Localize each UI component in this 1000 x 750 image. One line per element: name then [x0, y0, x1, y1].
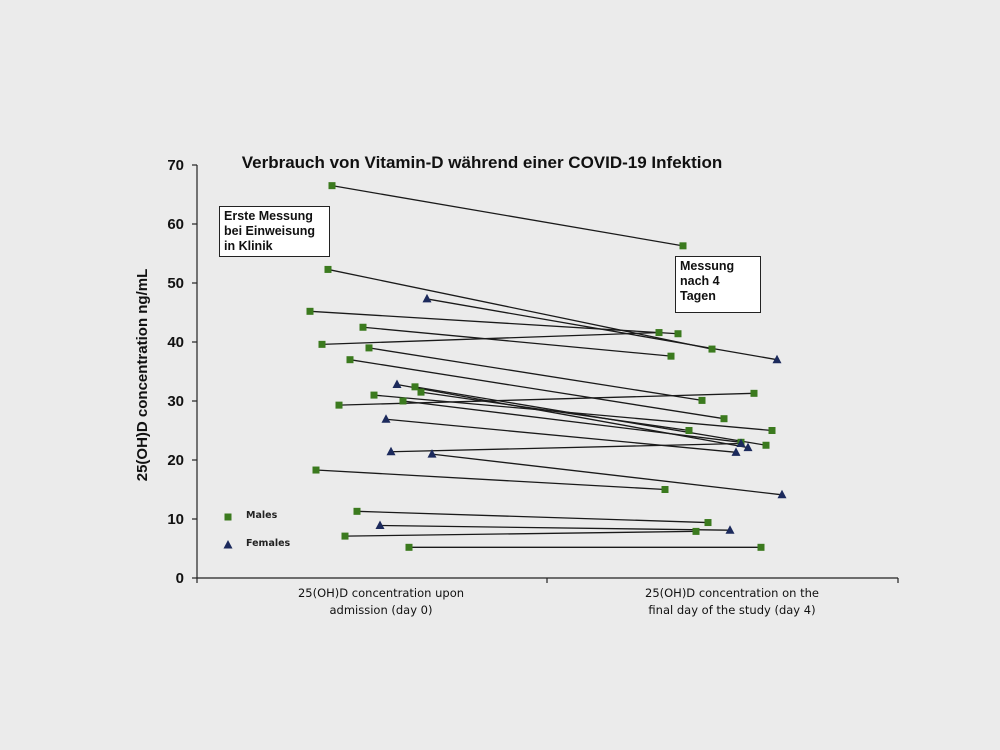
- series-line: [431, 453, 783, 496]
- male-point-day4: [698, 396, 706, 404]
- x-category-labels: 25(OH)D concentration upon admission (day…: [298, 586, 819, 617]
- male-point-day4: [655, 329, 663, 337]
- y-tick-label: 0: [176, 570, 184, 587]
- male-point-day4: [674, 330, 682, 338]
- male-point-day0: [312, 466, 320, 474]
- series-line: [362, 326, 672, 357]
- male-point-day4: [768, 427, 776, 434]
- series-line: [396, 383, 749, 449]
- male-point-day0: [328, 182, 336, 190]
- legend-male-marker: [224, 513, 232, 521]
- male-point-day0: [324, 265, 332, 273]
- legend-female-marker: [223, 540, 233, 549]
- legend-label: Females: [246, 538, 291, 549]
- male-point-day4: [704, 519, 712, 527]
- female-point-day0: [375, 520, 385, 529]
- annotation-line: bei Einweisung: [224, 224, 315, 238]
- male-point-day4: [679, 242, 687, 250]
- data-markers: [306, 182, 787, 551]
- male-point-day0: [335, 401, 343, 409]
- male-point-day0: [341, 532, 349, 540]
- x-category-label: final day of the study (day 4): [648, 603, 815, 617]
- annotation-line: nach 4: [680, 274, 720, 288]
- male-point-day4: [667, 352, 675, 360]
- y-tick-label: 10: [167, 511, 184, 528]
- female-point-day4: [743, 442, 753, 452]
- x-axis: [196, 577, 899, 583]
- male-point-day4: [685, 427, 693, 434]
- female-point-day0: [427, 449, 437, 458]
- annotation-first-measurement: Erste Messung bei Einweisung in Klinik: [219, 206, 330, 257]
- male-point-day0: [405, 543, 413, 551]
- series-line: [385, 418, 737, 453]
- male-point-day0: [365, 344, 373, 352]
- female-point-day0: [422, 293, 432, 303]
- series-line: [331, 185, 684, 247]
- female-point-day0: [381, 414, 391, 423]
- series-lines: [309, 185, 783, 548]
- series-line: [327, 268, 713, 350]
- female-point-day4: [731, 447, 741, 456]
- y-tick-label: 40: [167, 334, 184, 351]
- legend-label: Males: [246, 510, 278, 521]
- annotation-line: Tagen: [680, 289, 716, 303]
- female-point-day0: [386, 446, 396, 456]
- male-point-day0: [411, 383, 419, 391]
- annotation-line: in Klinik: [224, 239, 273, 253]
- x-category-label: admission (day 0): [329, 603, 432, 617]
- legend: Males Females: [223, 510, 291, 549]
- series-line: [338, 392, 755, 406]
- male-point-day0: [353, 507, 361, 515]
- male-point-day4: [692, 527, 700, 535]
- annotation-line: Erste Messung: [224, 209, 313, 223]
- male-point-day4: [708, 345, 716, 353]
- female-point-day4: [772, 354, 782, 364]
- y-tick-label: 50: [167, 275, 184, 292]
- series-line: [426, 298, 778, 361]
- annotation-second-measurement: Messung nach 4 Tagen: [675, 256, 761, 313]
- x-category-label: 25(OH)D concentration upon: [298, 586, 464, 600]
- chart-title: Verbrauch von Vitamin-D während einer CO…: [242, 153, 723, 172]
- y-axis-label: 25(OH)D concentration ng/mL: [134, 269, 151, 482]
- male-point-day0: [359, 323, 367, 331]
- y-tick-label: 30: [167, 393, 184, 410]
- series-line: [368, 347, 703, 402]
- male-point-day4: [757, 543, 765, 551]
- male-point-day4: [750, 389, 758, 397]
- male-point-day0: [346, 356, 354, 364]
- male-point-day4: [720, 415, 728, 423]
- male-point-day4: [762, 441, 770, 449]
- series-line: [315, 469, 666, 491]
- x-category-label: 25(OH)D concentration on the: [645, 586, 819, 600]
- female-point-day4: [725, 525, 735, 534]
- female-point-day0: [392, 379, 402, 388]
- series-line: [356, 510, 709, 524]
- series-line: [402, 400, 742, 443]
- female-point-day4: [777, 489, 787, 499]
- male-point-day4: [661, 486, 669, 493]
- male-point-day0: [318, 340, 326, 348]
- series-line: [344, 530, 697, 537]
- series-line: [321, 331, 660, 346]
- series-line: [349, 359, 725, 420]
- female-point-day4: [736, 438, 746, 447]
- male-point-day0: [370, 391, 378, 399]
- y-tick-label: 60: [167, 216, 184, 233]
- male-point-day0: [399, 397, 407, 405]
- annotation-line: Messung: [680, 259, 735, 273]
- y-tick-label: 20: [167, 452, 184, 469]
- series-line: [390, 442, 742, 453]
- series-line: [309, 310, 679, 335]
- y-tick-label: 70: [167, 157, 184, 174]
- series-line: [373, 394, 773, 432]
- male-point-day0: [306, 307, 314, 315]
- male-point-day0: [417, 388, 425, 396]
- series-line: [379, 524, 731, 531]
- y-axis: 0 10 20 30 40 50 60 70: [167, 157, 198, 587]
